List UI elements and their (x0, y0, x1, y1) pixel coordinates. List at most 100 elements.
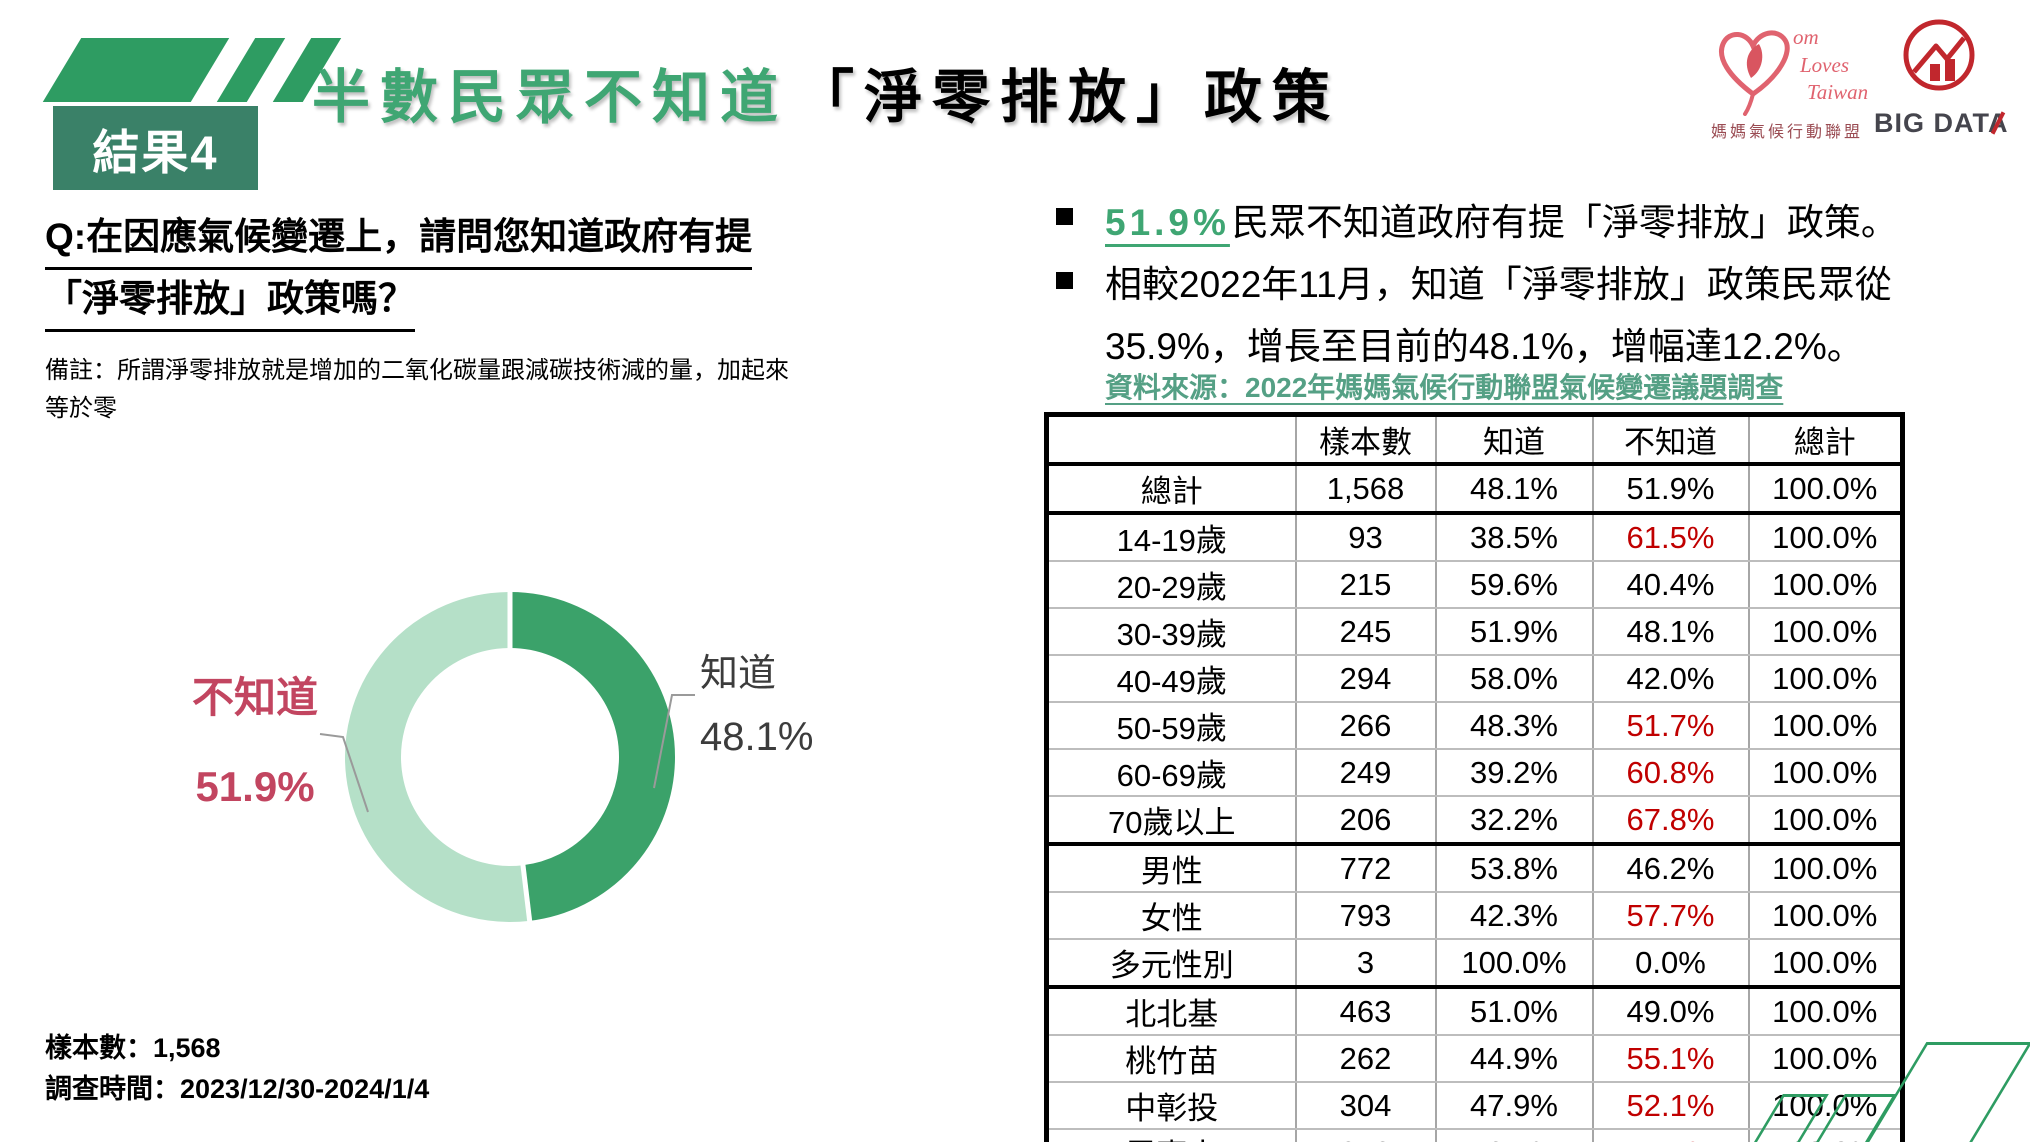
cell-total: 100.0% (1747, 749, 1903, 797)
cell-total: 100.0% (1747, 561, 1903, 609)
cell-know: 58.0% (1434, 655, 1593, 703)
note-line-1: 備註：所謂淨零排放就是增加的二氧化碳量跟減碳技術減的量，加起來 (45, 357, 789, 384)
table-row: 14-19歲 93 38.5% 61.5% 100.0% (1046, 513, 1903, 562)
cell-know: 39.2% (1434, 749, 1593, 797)
cell-dont: 57.7% (1591, 892, 1749, 940)
cell-dont: 67.8% (1591, 796, 1749, 846)
cell-know: 59.6% (1434, 561, 1593, 609)
mlt-script-text: om Loves Taiwan (1793, 24, 1868, 107)
cell-sample: 266 (1294, 702, 1436, 750)
table-row: 桃竹苗 262 44.9% 55.1% 100.0% (1046, 1035, 1903, 1083)
cell-dont: 49.0% (1591, 987, 1749, 1036)
heart-icon (1719, 30, 1790, 116)
row-label: 30-39歲 (1046, 608, 1296, 656)
cell-total: 100.0% (1747, 1035, 1903, 1083)
cell-sample: 249 (1294, 749, 1436, 797)
bullet-1-highlight: 51.9% (1105, 202, 1230, 243)
table-row: 60-69歲 249 39.2% 60.8% 100.0% (1046, 749, 1903, 797)
cell-know: 42.3% (1434, 892, 1593, 940)
source-link[interactable]: 資料來源：2022年媽媽氣候行動聯盟氣候變遷議題調查 (1105, 372, 1784, 403)
row-label: 中彰投 (1046, 1082, 1296, 1130)
row-label: 多元性別 (1046, 939, 1296, 989)
row-label: 20-29歲 (1046, 561, 1296, 609)
table-row: 北北基 463 51.0% 49.0% 100.0% (1046, 987, 1903, 1036)
question-text: Q:在因應氣候變遷上，請問您知道政府有提 「淨零排放」政策嗎？ (45, 218, 753, 342)
bullet-2-line-2: 35.9%，增長至目前的48.1%，增幅達12.2%。 (1105, 326, 1864, 368)
donut-label-dont-value: 51.9% (195, 763, 315, 810)
table-row: 50-59歲 266 48.3% 51.7% 100.0% (1046, 702, 1903, 750)
cell-sample: 772 (1294, 844, 1436, 893)
column-header-3: 不知道 (1591, 414, 1749, 466)
row-label: 男性 (1046, 844, 1296, 893)
bullet-square-1 (1056, 208, 1073, 225)
donut-label-dont-name: 不知道 (191, 674, 318, 721)
bullet-square-2 (1056, 272, 1073, 289)
question-line-1: Q:在因應氣候變遷上，請問您知道政府有提 (45, 218, 753, 270)
table-row: 多元性別 3 100.0% 0.0% 100.0% (1046, 939, 1903, 989)
cell-know: 48.1% (1434, 464, 1593, 515)
bullet-1-rest: 民眾不知道政府有提「淨零排放」政策。 (1231, 202, 1898, 243)
column-header-0 (1046, 414, 1296, 466)
question-line-2: 「淨零排放」政策嗎？ (45, 280, 415, 332)
column-header-4: 總計 (1747, 414, 1903, 466)
cell-know: 51.9% (1434, 608, 1593, 656)
page-title-rest: 「淨零排放」政策 (796, 65, 1341, 130)
cell-sample: 206 (1294, 796, 1436, 846)
cell-know: 100.0% (1434, 939, 1593, 989)
bigdata-mountain-icon (1903, 19, 1975, 91)
table-row: 雲嘉南21848.5%51.5%100.0% (1046, 1129, 1903, 1142)
cell-dont: 51.7% (1591, 702, 1749, 750)
row-label: 50-59歲 (1046, 702, 1296, 750)
cell-total: 100.0% (1747, 987, 1903, 1036)
cell-total: 100.0% (1747, 844, 1903, 893)
cell-total: 100.0% (1747, 608, 1903, 656)
page-title: 半數民眾不知道 「淨零排放」政策 (312, 50, 1340, 134)
cell-know: 44.9% (1434, 1035, 1593, 1083)
mlt-line-om: om (1793, 25, 1819, 49)
cell-dont: 61.5% (1591, 513, 1749, 562)
cell-dont: 55.1% (1591, 1035, 1749, 1083)
cell-total: 100.0% (1747, 655, 1903, 703)
cell-know: 48.5% (1434, 1129, 1593, 1142)
bigdata-logo: BIG DATA (1872, 16, 2022, 141)
note-text: 備註：所謂淨零排放就是增加的二氧化碳量跟減碳技術減的量，加起來 等於零 (45, 352, 789, 429)
column-header-2: 知道 (1434, 414, 1593, 466)
bullet-2-text: 相較2022年11月，知道「淨零排放」政策民眾從 35.9%，增長至目前的48.… (1105, 254, 1892, 378)
page-title-highlight: 半數民眾不知道 (312, 65, 789, 130)
mom-loves-taiwan-logo: om Loves Taiwan 媽媽氣候行動聯盟 (1705, 16, 1870, 141)
deco-slash-1 (216, 38, 286, 102)
row-label: 女性 (1046, 892, 1296, 940)
deco-parallelogram (42, 38, 230, 102)
table-row: 男性 772 53.8% 46.2% 100.0% (1046, 844, 1903, 893)
cell-sample: 218 (1294, 1129, 1436, 1142)
table-row: 20-29歲 215 59.6% 40.4% 100.0% (1046, 561, 1903, 609)
cell-dont: 51.5% (1591, 1129, 1749, 1142)
donut-label-dont: 不知道 51.9% (155, 664, 355, 811)
survey-period: 調查時間：2023/12/30-2024/1/4 (45, 1073, 430, 1104)
stats-table-body: 總計 1,568 48.1% 51.9% 100.0% 14-19歲 93 38.5% 61.5… (1046, 464, 1903, 1142)
row-label: 雲嘉南 (1046, 1129, 1296, 1142)
cell-sample: 1,568 (1294, 464, 1436, 515)
donut-label-know-value: 48.1% (700, 715, 814, 759)
cell-dont: 42.0% (1591, 655, 1749, 703)
donut-hole (404, 651, 616, 863)
donut-label-know-name: 知道 (700, 653, 777, 695)
cell-dont: 48.1% (1591, 608, 1749, 656)
cell-know: 51.0% (1434, 987, 1593, 1036)
donut-chart (319, 579, 695, 935)
row-label: 60-69歲 (1046, 749, 1296, 797)
cell-sample: 3 (1294, 939, 1436, 989)
leader-line-dont (319, 733, 369, 813)
table-row: 總計 1,568 48.1% 51.9% 100.0% (1046, 464, 1903, 515)
cell-total: 100.0% (1747, 796, 1903, 846)
table-row: 70歲以上 206 32.2% 67.8% 100.0% (1046, 796, 1903, 846)
cell-know: 48.3% (1434, 702, 1593, 750)
cell-know: 32.2% (1434, 796, 1593, 846)
mlt-line-taiwan: Taiwan (1807, 80, 1869, 105)
cell-dont: 60.8% (1591, 749, 1749, 797)
sample-size: 樣本數：1,568 (45, 1033, 221, 1063)
table-row: 中彰投 304 47.9% 52.1% 100.0% (1046, 1082, 1903, 1130)
bigdata-wordmark: BIG DATA (1874, 108, 2009, 138)
cell-total: 100.0% (1747, 1082, 1903, 1130)
